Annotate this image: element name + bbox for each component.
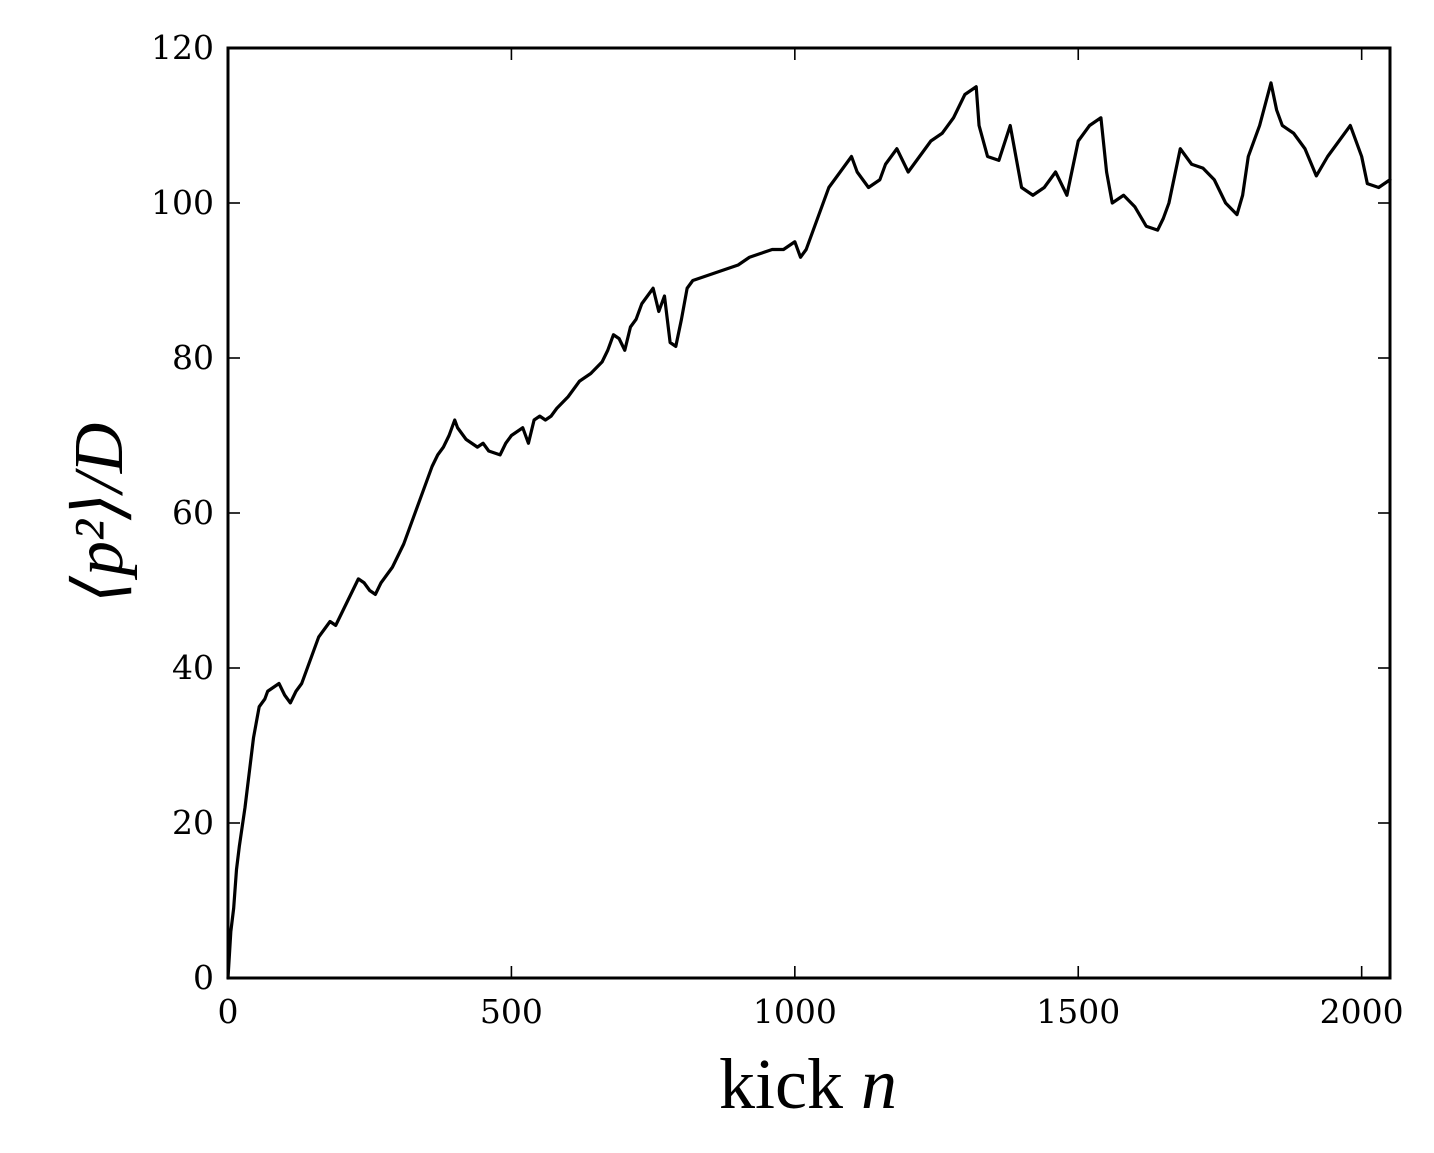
x-axis-title-text: kick bbox=[719, 1044, 843, 1124]
x-axis-title-variable: n bbox=[861, 1044, 897, 1124]
x-tick-label: 1500 bbox=[1036, 992, 1120, 1031]
x-tick-label: 500 bbox=[480, 992, 543, 1031]
y-axis-title: ⟨p²⟩/D bbox=[61, 423, 138, 604]
data-series-line bbox=[226, 81, 1392, 980]
y-tick-label: 80 bbox=[172, 338, 214, 377]
y-tick-label: 120 bbox=[151, 28, 214, 67]
axis-ticks bbox=[227, 47, 1390, 979]
y-tick-label: 20 bbox=[172, 803, 214, 842]
y-tick-label: 40 bbox=[172, 648, 214, 687]
y-tick-label: 0 bbox=[193, 958, 214, 997]
y-tick-label: 60 bbox=[172, 493, 214, 532]
x-tick-label: 1000 bbox=[753, 992, 837, 1031]
x-tick-label: 0 bbox=[218, 992, 239, 1031]
x-tick-label: 2000 bbox=[1320, 992, 1404, 1031]
axis-tick-labels: 0 500 1000 1500 2000 0 20 40 60 80 100 120 bbox=[151, 28, 1404, 1031]
y-tick-label: 100 bbox=[151, 183, 214, 222]
plot-frame bbox=[226, 46, 1392, 980]
x-axis-title: kick n bbox=[719, 1044, 897, 1124]
